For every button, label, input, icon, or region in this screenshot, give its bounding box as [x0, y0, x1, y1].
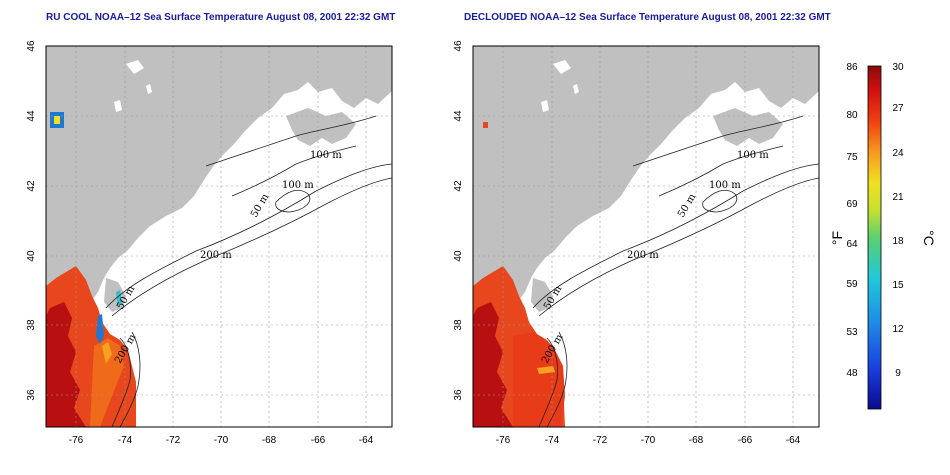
x-tick: -70	[214, 435, 229, 446]
f-tick: 80	[846, 110, 858, 121]
c-tick: 27	[892, 103, 904, 114]
contour-label: 100 m	[310, 150, 342, 161]
colorbar-fahrenheit-ticks: 86 80 75 69 64 59 53 48	[846, 62, 858, 379]
lake	[126, 60, 144, 74]
x-tick: -74	[118, 435, 133, 446]
land-nova-scotia	[713, 108, 783, 146]
contour-label: 50 m	[249, 192, 271, 220]
contour-label: 100 m	[737, 150, 769, 161]
plot-frame	[472, 45, 820, 428]
y-tick: 42	[26, 180, 37, 192]
x-axis-ticks: -76 -74 -72 -70 -68 -66 -64	[69, 435, 374, 446]
celsius-label: °C	[921, 230, 937, 246]
contour-label: 200 m	[200, 250, 232, 261]
f-tick: 64	[846, 239, 858, 250]
y-axis-ticks: 46 44 42 40 38 36	[26, 40, 37, 401]
fahrenheit-label: °F	[829, 231, 845, 245]
colorbar: 86 80 75 69 64 59 53 48 30 27 24 21 18 1…	[829, 62, 937, 410]
x-tick: -66	[311, 435, 326, 446]
c-tick: 15	[892, 280, 904, 291]
panel-left-title: RU COOL NOAA–12 Sea Surface Temperature …	[46, 12, 396, 23]
map-panel-right: 100 m 100 m 50 m 200 m 50 m 200 m -76 -7…	[453, 40, 820, 446]
lake	[553, 60, 571, 74]
contour-label: 200 m	[627, 250, 659, 261]
x-tick: -72	[593, 435, 608, 446]
x-tick: -76	[496, 435, 511, 446]
land-nova-scotia	[286, 108, 356, 146]
gridlines	[473, 46, 819, 427]
plot-frame	[45, 45, 393, 428]
c-tick: 30	[892, 62, 904, 73]
land-mass	[473, 46, 819, 346]
y-tick: 38	[26, 319, 37, 331]
c-tick: 21	[892, 192, 904, 203]
c-tick: 9	[895, 368, 901, 379]
c-tick: 24	[892, 148, 904, 159]
c-tick: 18	[892, 236, 904, 247]
f-tick: 86	[846, 62, 858, 73]
y-tick: 42	[453, 180, 464, 192]
y-tick: 38	[453, 319, 464, 331]
f-tick: 53	[846, 327, 858, 338]
x-tick: -68	[689, 435, 704, 446]
c-tick: 12	[892, 324, 904, 335]
x-axis-ticks: -76 -74 -72 -70 -68 -66 -64	[496, 435, 801, 446]
f-tick: 75	[846, 152, 858, 163]
y-tick: 36	[453, 389, 464, 401]
sst-hot-region	[46, 302, 86, 427]
colorbar-gradient	[867, 65, 882, 410]
x-tick: -70	[641, 435, 656, 446]
bathymetry-contours	[532, 115, 819, 427]
x-tick: -76	[69, 435, 84, 446]
y-axis-ticks: 46 44 42 40 38 36	[453, 40, 464, 401]
x-tick: -66	[738, 435, 753, 446]
f-tick: 59	[846, 279, 858, 290]
y-tick: 40	[26, 250, 37, 262]
f-tick: 69	[846, 199, 858, 210]
y-tick: 44	[26, 110, 37, 122]
y-tick: 36	[26, 389, 37, 401]
bathymetry-contours	[105, 115, 392, 427]
x-tick: -68	[262, 435, 277, 446]
contour-label: 100 m	[709, 180, 741, 191]
land-mass	[46, 46, 392, 346]
x-tick: -74	[545, 435, 560, 446]
sst-hot-region	[473, 302, 513, 427]
panel-right-title: DECLOUDED NOAA–12 Sea Surface Temperatur…	[464, 12, 831, 23]
contour-label: 100 m	[282, 180, 314, 191]
map-panel-left: 100 m 100 m 50 m 200 m 50 m 200 m -76 -7…	[26, 40, 393, 446]
y-tick: 40	[453, 250, 464, 262]
y-tick: 46	[453, 40, 464, 52]
colorbar-celsius-ticks: 30 27 24 21 18 15 12 9	[892, 62, 904, 379]
y-tick: 44	[453, 110, 464, 122]
x-tick: -64	[359, 435, 374, 446]
x-tick: -72	[166, 435, 181, 446]
x-tick: -64	[786, 435, 801, 446]
f-tick: 48	[846, 368, 858, 379]
gridlines	[46, 46, 392, 427]
y-tick: 46	[26, 40, 37, 52]
contour-label: 50 m	[676, 192, 698, 220]
sst-cool-coast	[96, 314, 104, 344]
land-long-island	[531, 278, 553, 312]
